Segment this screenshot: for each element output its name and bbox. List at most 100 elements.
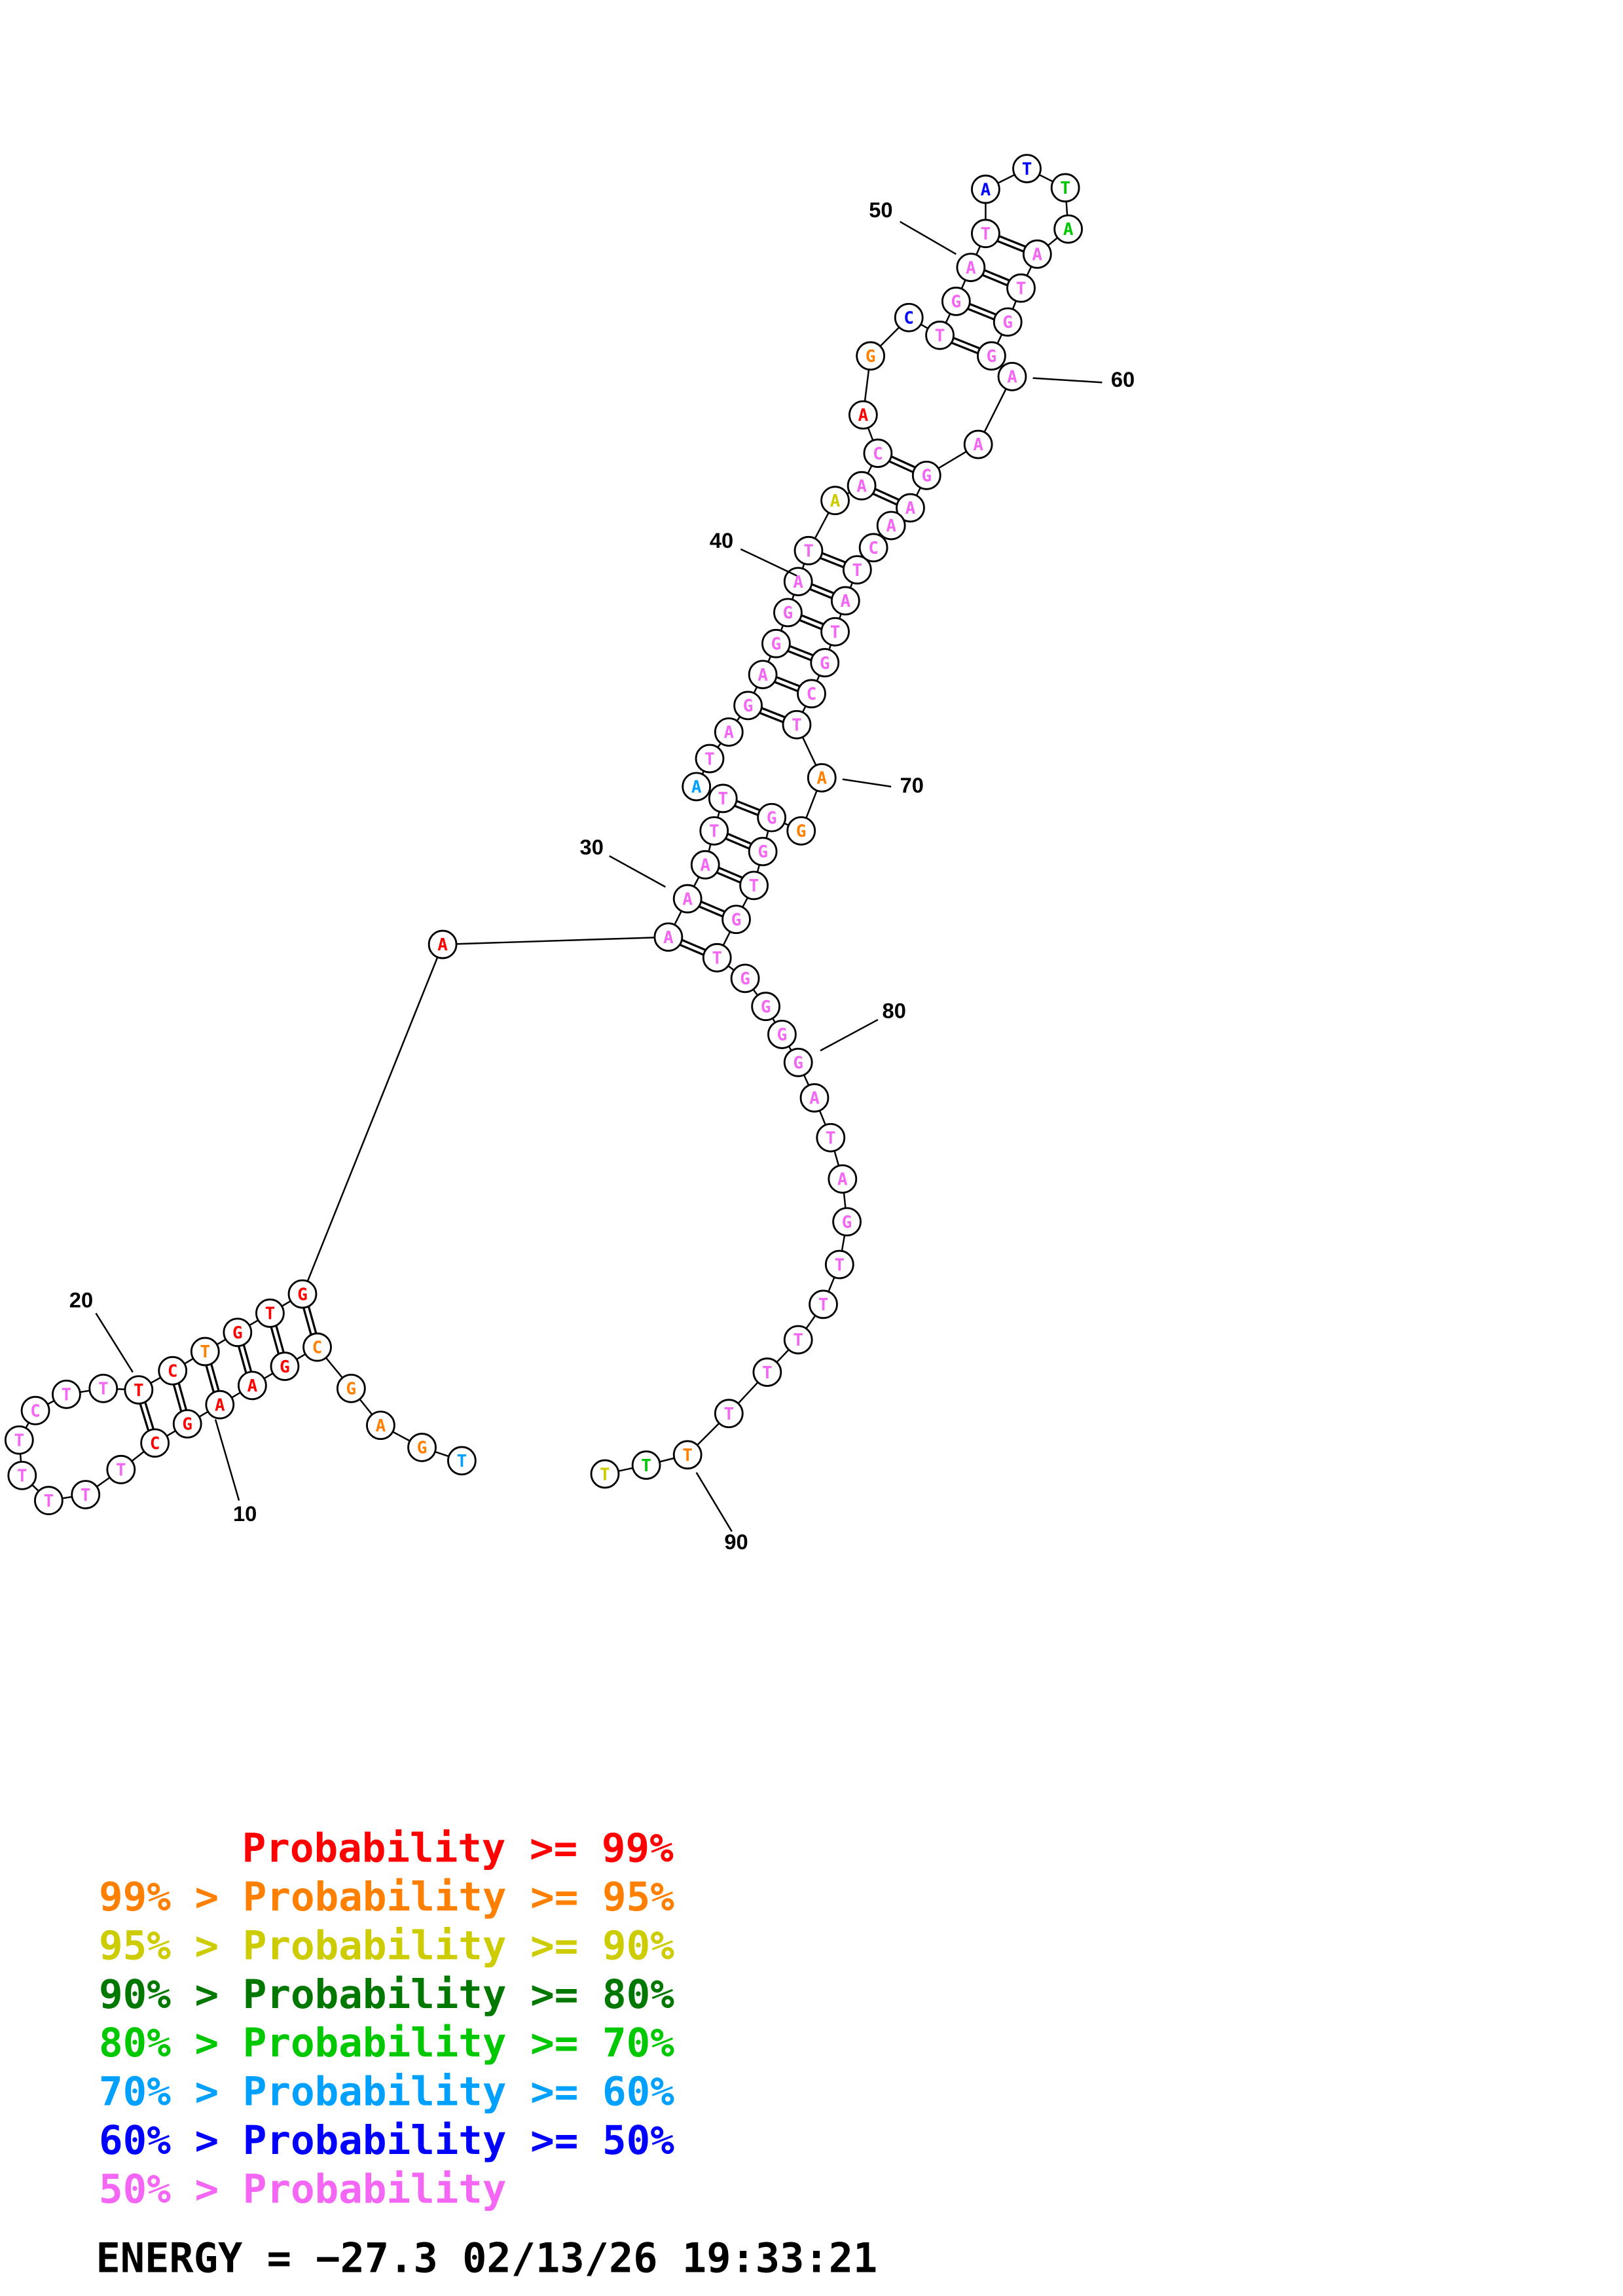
nucleotide-circle (287, 1279, 318, 1309)
nucleotide-letter: T (200, 1342, 210, 1362)
nucleotide-circle (848, 400, 878, 430)
position-label: 50 (869, 198, 892, 222)
nucleotide-letter: G (987, 347, 997, 367)
nucleotide-circle (714, 717, 744, 747)
legend-line: 95% > Probability >= 90% (99, 1924, 674, 1969)
nucleotide-letter: T (116, 1461, 126, 1480)
backbone-segment (301, 944, 444, 1295)
nucleotide-letter: G (232, 1323, 243, 1343)
nucleotide-letter: T (749, 876, 759, 896)
nucleotide-circle (631, 1450, 661, 1480)
nucleotide-circle (730, 963, 760, 994)
position-label: 60 (1111, 367, 1135, 391)
nucleotide-circle (708, 783, 738, 814)
nucleotide-letter: T (830, 622, 841, 642)
nucleotide-letter: G (757, 842, 768, 862)
nucleotide-letter: T (682, 1446, 693, 1465)
nucleotide-circle (820, 486, 850, 516)
position-label-leader (214, 1419, 240, 1501)
nucleotide-circle (733, 691, 763, 721)
nucleotide-letter: A (856, 476, 867, 496)
nucleotide-letter: G (793, 1054, 803, 1073)
nucleotide-letter: A (723, 723, 734, 743)
nucleotide-circle (336, 1373, 366, 1403)
legend-line: 80% > Probability >= 70% (99, 2020, 674, 2066)
nucleotide-letter: C (30, 1401, 41, 1421)
nucleotide-circle (977, 341, 1006, 371)
nucleotide-letter: G (182, 1415, 192, 1435)
nucleotide-circle (88, 1373, 119, 1403)
nucleotide-circle (820, 617, 850, 647)
nucleotide-letter: A (437, 935, 448, 955)
nucleotide-circle (761, 628, 791, 658)
nucleotide-letter: T (98, 1380, 109, 1399)
nucleotide-circle (783, 567, 813, 596)
nucleotide-letter: T (762, 1363, 773, 1383)
nucleotide-circle (863, 439, 893, 468)
position-label: 10 (233, 1501, 257, 1526)
nucleotide-circle (876, 511, 906, 541)
nucleotide-circle (748, 660, 778, 689)
nucleotide-circle (690, 850, 720, 880)
nucleotide-letter: C (312, 1338, 323, 1357)
nucleotide-letter: A (905, 499, 916, 518)
nucleotide-circle (832, 1207, 862, 1237)
nucleotide-letter: T (641, 1456, 651, 1476)
nucleotide-circle (993, 307, 1023, 337)
nucleotide-letter: G (740, 969, 750, 989)
nucleotide-letter: A (376, 1416, 386, 1436)
nucleotide-letter: T (81, 1486, 91, 1505)
position-label-leader (695, 1472, 733, 1532)
nucleotide-letter: A (837, 1170, 848, 1190)
nucleotide-letter: T (1016, 279, 1027, 298)
nucleotide-circle (751, 992, 781, 1022)
nucleotide-letter: T (818, 1295, 829, 1315)
nucleotide-circle (223, 1318, 253, 1348)
nucleotide-circle (71, 1480, 101, 1509)
nucleotide-circle (896, 493, 925, 523)
nucleotide-circle (34, 1486, 64, 1515)
nucleotide-circle (4, 1425, 34, 1455)
nucleotide-letter: T (712, 949, 722, 969)
nucleotide-circle (799, 1083, 830, 1113)
nucleotide-letter: A (981, 180, 991, 200)
nucleotide-circle (1012, 154, 1042, 183)
legend-line: 90% > Probability >= 80% (99, 1972, 674, 2018)
nucleotide-circle (590, 1459, 620, 1489)
nucleotide-letter: T (718, 789, 728, 809)
nucleotide-circle (786, 816, 816, 846)
nucleotide-circle (407, 1433, 437, 1462)
nucleotide-circle (816, 1122, 846, 1153)
legend-line: Probability >= 99% (242, 1826, 674, 1872)
nucleotide-circle (782, 709, 812, 740)
nucleotide-circle (971, 174, 1000, 204)
nucleotide-circle (997, 361, 1027, 391)
position-label: 20 (69, 1287, 93, 1312)
nucleotide-circle (767, 1020, 797, 1049)
nucleotide-circle (752, 1357, 782, 1387)
nucleotide-circle (810, 648, 840, 677)
nucleotide-letter: C (903, 308, 914, 328)
nucleotide-letter: T (62, 1386, 72, 1405)
position-label-leader (820, 1018, 879, 1052)
nucleotide-letter: T (793, 1331, 803, 1350)
nucleotide-circle (302, 1332, 332, 1362)
position-label-leader (1032, 377, 1103, 384)
nucleotide-letter: G (280, 1357, 290, 1377)
nucleotide-letter: T (723, 1405, 734, 1424)
nucleotide-letter: G (743, 696, 754, 716)
position-label-leader (740, 548, 797, 577)
nucleotide-circle (447, 1446, 477, 1476)
nucleotide-letter: A (1063, 220, 1074, 240)
nucleotide-letter: G (297, 1285, 308, 1304)
nucleotide-letter: A (700, 856, 710, 876)
nucleotide-letter: A (1007, 368, 1017, 387)
nucleotide-circle (238, 1371, 267, 1401)
nucleotide-circle (714, 1399, 744, 1429)
legend-line: 70% > Probability >= 60% (99, 2070, 674, 2115)
nucleotide-circle (807, 762, 837, 793)
nucleotide-circle (1050, 173, 1080, 203)
nucleotide-letter: T (981, 224, 991, 244)
nucleotide-circle (911, 460, 941, 490)
nucleotide-letter: C (868, 539, 879, 558)
